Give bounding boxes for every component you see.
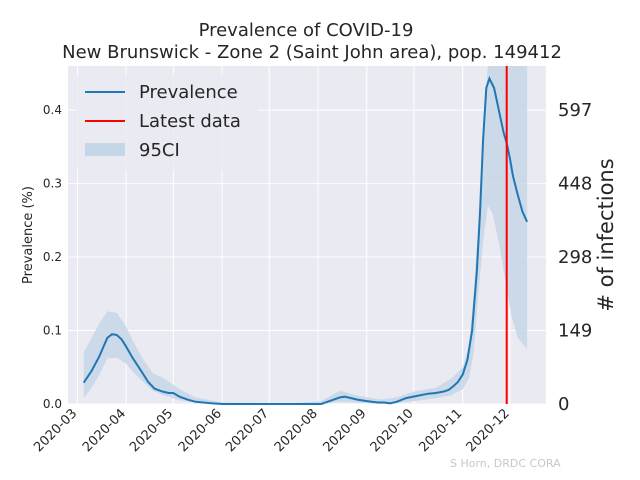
x-tick-label: 2020-08 [272, 406, 321, 455]
x-tick-label: 2020-10 [368, 406, 417, 455]
y-tick-label-right: 298 [558, 247, 592, 268]
legend-latest-label: Latest data [139, 111, 241, 132]
y-tick-label-left: 0.4 [43, 103, 62, 117]
x-tick-label: 2020-07 [223, 406, 272, 455]
legend-prevalence-label: Prevalence [139, 82, 238, 103]
chart-title: Prevalence of COVID-19 [199, 20, 414, 41]
x-tick-label: 2020-03 [31, 406, 80, 455]
legend: Prevalence Latest data 95CI [76, 74, 258, 170]
y-tick-label-left: 0.0 [43, 397, 62, 411]
x-tick-label: 2020-11 [416, 406, 465, 455]
y-tick-label-left: 0.2 [43, 250, 62, 264]
x-tick-label: 2020-06 [176, 406, 225, 455]
x-tick-label: 2020-09 [321, 406, 370, 455]
chart-subtitle: New Brunswick - Zone 2 (Saint John area)… [62, 42, 562, 63]
right-y-ticks: 0 149 298 448 597 [558, 100, 592, 415]
y-tick-label-right: 597 [558, 100, 592, 121]
y-tick-label-left: 0.1 [43, 324, 62, 338]
legend-ci-swatch [85, 143, 125, 156]
legend-ci-label: 95CI [139, 140, 180, 161]
x-tick-label: 2020-05 [127, 406, 176, 455]
x-tick-label: 2020-04 [80, 406, 129, 455]
y-tick-label-left: 0.3 [43, 177, 62, 191]
right-y-axis-label: # of infections [594, 158, 618, 311]
left-y-ticks: 0.0 0.1 0.2 0.3 0.4 [43, 103, 62, 411]
x-tick-label: 2020-12 [464, 406, 513, 455]
y-tick-label-right: 0 [558, 394, 569, 415]
credit-text: S Horn, DRDC CORA [450, 457, 561, 470]
left-y-axis-label: Prevalence (%) [21, 186, 36, 284]
y-tick-label-right: 448 [558, 174, 592, 195]
y-tick-label-right: 149 [558, 321, 592, 342]
prevalence-line [82, 75, 529, 405]
